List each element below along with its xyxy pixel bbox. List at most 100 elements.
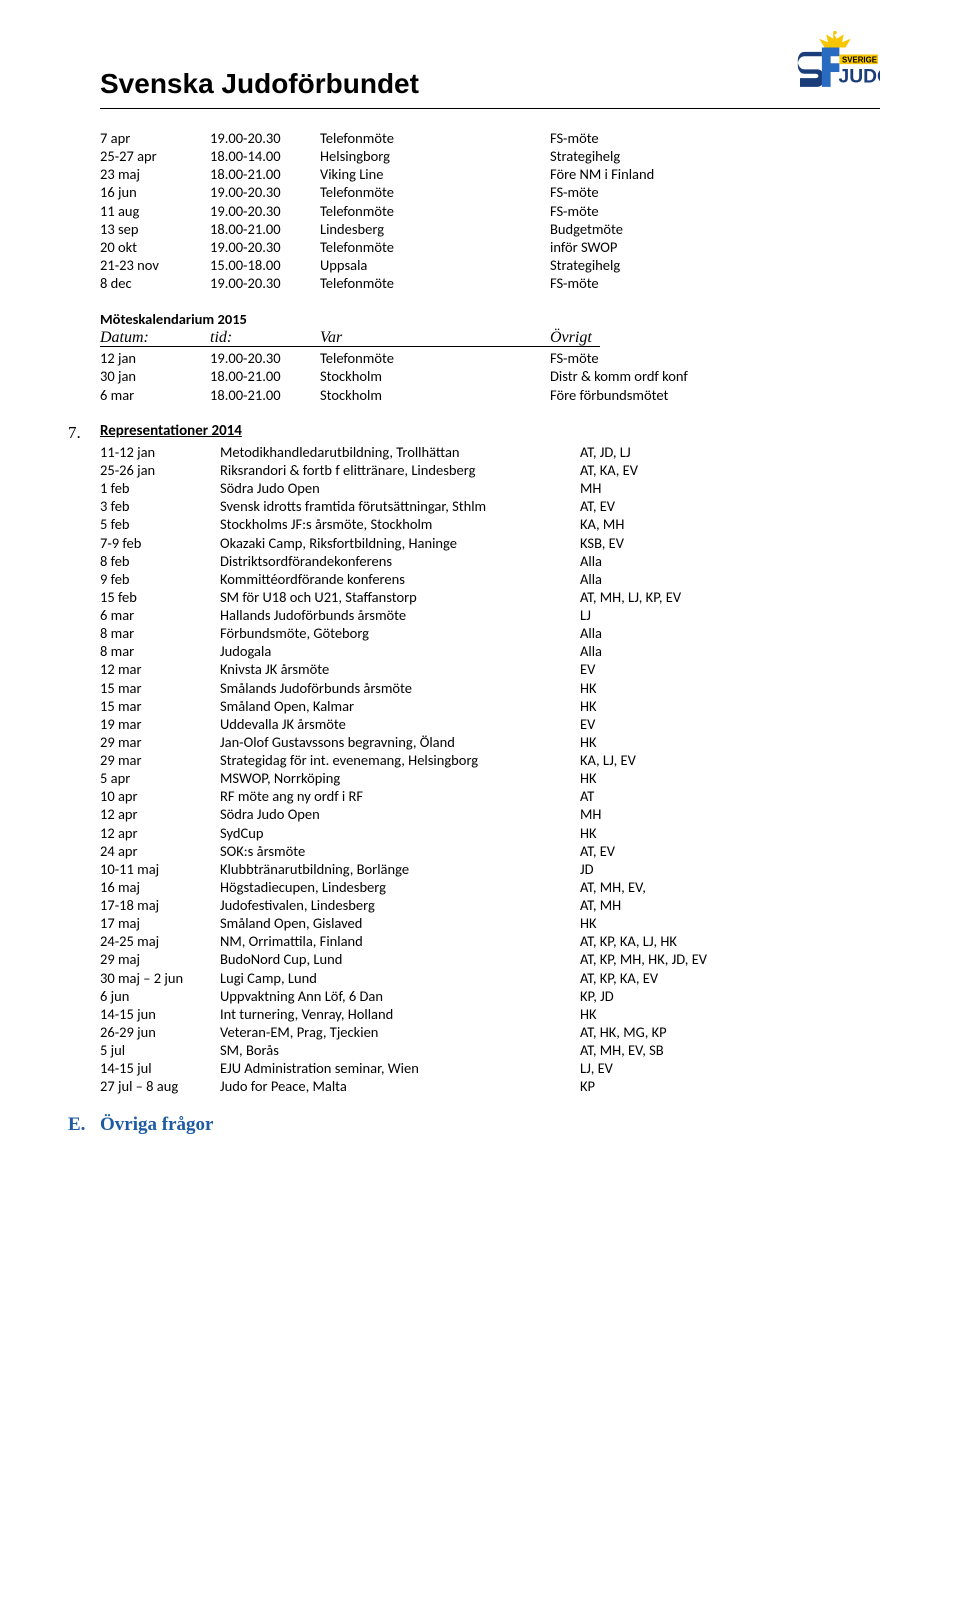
cell-what: Uddevalla JK årsmöte: [220, 715, 580, 733]
table-row: 29 majBudoNord Cup, LundAT, KP, MH, HK, …: [100, 950, 880, 968]
table-row: 25-26 janRiksrandori & fortb f elitträna…: [100, 461, 880, 479]
cell-date: 25-26 jan: [100, 461, 220, 479]
table-row: 13 sep18.00-21.00LindesbergBudgetmöte: [100, 220, 880, 238]
table-row: 29 marJan-Olof Gustavssons begravning, Ö…: [100, 733, 880, 751]
cell-who: AT, EV: [580, 497, 880, 515]
cell-what: Viking Line: [320, 165, 550, 183]
cell-date: 12 apr: [100, 805, 220, 823]
cell-note: FS-möte: [550, 202, 880, 220]
cell-who: KA, LJ, EV: [580, 751, 880, 769]
cell-date: 30 maj – 2 jun: [100, 969, 220, 987]
cell-date: 20 okt: [100, 238, 210, 256]
cal-header-time: tid:: [210, 328, 320, 348]
cell-date: 23 maj: [100, 165, 210, 183]
table-row: 10 aprRF möte ang ny ordf i RFAT: [100, 787, 880, 805]
cell-note: Före NM i Finland: [550, 165, 880, 183]
section-e-heading: E. Övriga frågor: [68, 1113, 880, 1137]
cell-who: Alla: [580, 552, 880, 570]
cell-what: Int turnering, Venray, Holland: [220, 1005, 580, 1023]
cell-what: MSWOP, Norrköping: [220, 769, 580, 787]
cell-note: FS-möte: [550, 274, 880, 292]
table-row: 11-12 janMetodikhandledarutbildning, Tro…: [100, 443, 880, 461]
cell-note: FS-möte: [550, 183, 880, 201]
cell-note: Strategihelg: [550, 256, 880, 274]
cell-what: Telefonmöte: [320, 274, 550, 292]
cell-date: 30 jan: [100, 367, 210, 385]
cell-who: AT, HK, MG, KP: [580, 1023, 880, 1041]
header-row: Svenska Judoförbundet SVERIGE JUDO: [100, 30, 880, 100]
table-row: 5 aprMSWOP, NorrköpingHK: [100, 769, 880, 787]
cell-who: HK: [580, 697, 880, 715]
table-row: 3 febSvensk idrotts framtida förutsättni…: [100, 497, 880, 515]
cell-what: Helsingborg: [320, 147, 550, 165]
cell-what: Uppsala: [320, 256, 550, 274]
table-row: 7-9 febOkazaki Camp, Riksfortbildning, H…: [100, 534, 880, 552]
header-rule: [100, 108, 880, 109]
cell-who: JD: [580, 860, 880, 878]
cell-date: 16 maj: [100, 878, 220, 896]
cell-who: AT, MH, EV,: [580, 878, 880, 896]
cell-what: Småland Open, Kalmar: [220, 697, 580, 715]
cell-what: Telefonmöte: [320, 183, 550, 201]
representations-rows: 11-12 janMetodikhandledarutbildning, Tro…: [100, 443, 880, 1096]
cell-date: 14-15 jun: [100, 1005, 220, 1023]
cell-who: EV: [580, 715, 880, 733]
cell-what: BudoNord Cup, Lund: [220, 950, 580, 968]
cal-header-date: Datum:: [100, 328, 210, 348]
table-row: 26-29 junVeteran-EM, Prag, TjeckienAT, H…: [100, 1023, 880, 1041]
cell-date: 12 apr: [100, 824, 220, 842]
cell-what: Judogala: [220, 642, 580, 660]
cell-date: 29 mar: [100, 733, 220, 751]
cell-who: MH: [580, 479, 880, 497]
table-row: 14-15 junInt turnering, Venray, HollandH…: [100, 1005, 880, 1023]
svg-text:JUDO: JUDO: [839, 67, 881, 88]
cell-date: 1 feb: [100, 479, 220, 497]
cell-what: Högstadiecupen, Lindesberg: [220, 878, 580, 896]
cell-what: Veteran-EM, Prag, Tjeckien: [220, 1023, 580, 1041]
svg-text:SVERIGE: SVERIGE: [842, 55, 877, 64]
cell-who: HK: [580, 769, 880, 787]
cell-who: AT: [580, 787, 880, 805]
cell-date: 24 apr: [100, 842, 220, 860]
cell-who: AT, KA, EV: [580, 461, 880, 479]
cell-what: Stockholms JF:s årsmöte, Stockholm: [220, 515, 580, 533]
cell-who: HK: [580, 679, 880, 697]
cell-what: SOK:s årsmöte: [220, 842, 580, 860]
table-row: 6 marHallands Judoförbunds årsmöteLJ: [100, 606, 880, 624]
table-row: 10-11 majKlubbtränarutbildning, Borlänge…: [100, 860, 880, 878]
cell-note: Distr & komm ordf konf: [550, 367, 880, 385]
cell-time: 19.00-20.30: [210, 202, 320, 220]
cell-date: 19 mar: [100, 715, 220, 733]
table-row: 30 jan18.00-21.00StockholmDistr & komm o…: [100, 367, 880, 385]
cell-date: 12 jan: [100, 349, 210, 367]
cell-what: SM för U18 och U21, Staffanstorp: [220, 588, 580, 606]
cell-note: Före förbundsmötet: [550, 386, 880, 404]
table-row: 8 marFörbundsmöte, GöteborgAlla: [100, 624, 880, 642]
table-row: 6 mar18.00-21.00StockholmFöre förbundsmö…: [100, 386, 880, 404]
cell-date: 3 feb: [100, 497, 220, 515]
cell-what: Södra Judo Open: [220, 805, 580, 823]
cell-date: 27 jul – 8 aug: [100, 1077, 220, 1095]
cell-who: AT, KP, KA, LJ, HK: [580, 932, 880, 950]
cell-date: 14-15 jul: [100, 1059, 220, 1077]
table-row: 6 junUppvaktning Ann Löf, 6 DanKP, JD: [100, 987, 880, 1005]
cell-note: inför SWOP: [550, 238, 880, 256]
cell-date: 5 jul: [100, 1041, 220, 1059]
cell-date: 17-18 maj: [100, 896, 220, 914]
cell-who: HK: [580, 824, 880, 842]
cell-date: 6 mar: [100, 606, 220, 624]
table-row: 12 marKnivsta JK årsmöteEV: [100, 660, 880, 678]
cell-what: NM, Orrimattila, Finland: [220, 932, 580, 950]
cell-what: Kommittéordförande konferens: [220, 570, 580, 588]
cal-header-where: Var: [320, 328, 550, 348]
cell-what: EJU Administration seminar, Wien: [220, 1059, 580, 1077]
cell-what: Stockholm: [320, 367, 550, 385]
cell-date: 15 mar: [100, 679, 220, 697]
cell-who: AT, JD, LJ: [580, 443, 880, 461]
table-row: 8 marJudogalaAlla: [100, 642, 880, 660]
cell-who: Alla: [580, 570, 880, 588]
cell-who: HK: [580, 733, 880, 751]
cell-what: Telefonmöte: [320, 202, 550, 220]
cell-what: Södra Judo Open: [220, 479, 580, 497]
cell-date: 8 mar: [100, 642, 220, 660]
